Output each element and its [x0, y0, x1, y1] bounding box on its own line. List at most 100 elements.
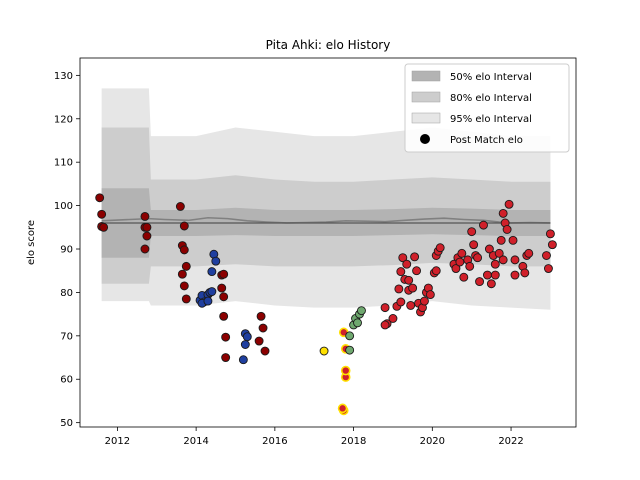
y-tick-label: 60	[60, 375, 73, 386]
x-tick-label: 2018	[341, 436, 366, 447]
post-match-points	[95, 193, 557, 416]
elo-point	[254, 336, 264, 346]
legend-label: 95% elo Interval	[450, 114, 532, 125]
median-elo-line	[101, 216, 551, 224]
elo-point	[520, 268, 530, 278]
elo-point	[419, 296, 429, 306]
elo-point	[380, 320, 390, 330]
elo-point	[221, 332, 231, 342]
elo-point	[510, 255, 520, 265]
elo-point	[240, 340, 250, 349]
elo-point	[465, 261, 475, 271]
x-tick-label: 2012	[105, 436, 130, 447]
elo-point	[142, 222, 152, 232]
elo-point	[97, 209, 107, 219]
elo-point	[95, 193, 105, 203]
elo-point	[545, 229, 555, 239]
elo-point	[140, 244, 150, 254]
y-tick-label: 130	[54, 71, 73, 82]
x-tick-label: 2014	[183, 436, 208, 447]
elo-point	[494, 248, 504, 258]
y-tick-label: 50	[60, 418, 73, 429]
elo-point	[473, 253, 483, 263]
legend-swatch	[411, 91, 441, 103]
elo-point	[217, 283, 227, 293]
elo-point	[345, 331, 355, 341]
elo-point	[219, 311, 229, 321]
elo-point	[357, 306, 366, 316]
elo-point	[398, 253, 408, 263]
y-tick-label: 120	[54, 114, 73, 125]
elo-point	[258, 323, 268, 333]
elo-point	[435, 243, 445, 253]
elo-point	[99, 222, 109, 232]
legend-swatch	[411, 70, 441, 82]
y-tick-label: 110	[54, 158, 73, 169]
legend: 50% elo Interval 80% elo Interval 95% elo …	[404, 63, 570, 153]
elo-point	[508, 235, 518, 245]
elo-point	[207, 287, 217, 297]
elo-point	[256, 311, 266, 321]
x-tick-label: 2020	[420, 436, 445, 447]
elo-point	[179, 221, 189, 231]
elo-point	[319, 346, 329, 356]
elo-point	[211, 256, 221, 266]
elo-point	[425, 290, 435, 300]
elo-point	[451, 264, 461, 273]
elo-point	[219, 269, 229, 279]
y-tick-label: 70	[60, 331, 73, 342]
elo-point	[203, 296, 213, 306]
elo-point	[402, 259, 412, 269]
elo-point	[498, 208, 508, 218]
elo-point	[490, 270, 500, 280]
y-tick-label: 80	[60, 288, 73, 299]
elo-point	[396, 297, 406, 307]
elo-point	[260, 346, 270, 356]
elo-point	[242, 332, 252, 342]
elo-point	[142, 231, 152, 241]
elo-point	[524, 248, 534, 258]
y-axis: 50 60 70 80 90 100 110 120 130	[54, 71, 80, 429]
elo-point	[177, 269, 187, 279]
elo-point	[467, 227, 477, 237]
elo-point	[457, 248, 467, 258]
y-axis-label: elo score	[26, 220, 37, 265]
elo-point	[345, 345, 355, 355]
legend-swatch	[411, 112, 441, 124]
elo-point	[181, 261, 191, 271]
elo-point	[380, 303, 390, 313]
elo-point	[542, 251, 551, 260]
elo-point	[455, 257, 465, 267]
x-axis: 2012 2014 2016 2018 2020 2022	[105, 427, 524, 447]
elo-point	[340, 365, 351, 376]
elo-point	[337, 403, 348, 414]
elo-point	[396, 267, 406, 277]
elo-point	[221, 353, 231, 362]
elo-point	[502, 225, 512, 234]
elo-point	[543, 264, 553, 273]
elo-point	[547, 240, 557, 250]
elo-point	[504, 199, 514, 209]
elo-point	[510, 270, 520, 280]
elo-point	[388, 314, 398, 323]
elo-point	[181, 294, 191, 304]
legend-label: 50% elo Interval	[450, 72, 532, 83]
legend-label: Post Match elo	[450, 135, 523, 146]
elo-point	[175, 202, 185, 211]
elo-point	[410, 252, 420, 262]
elo-point	[469, 240, 479, 250]
elo-point	[406, 300, 416, 310]
elo-point	[394, 284, 404, 294]
legend-box	[404, 63, 570, 153]
elo-point	[219, 292, 229, 302]
elo-point	[179, 245, 189, 255]
legend-marker	[420, 134, 430, 144]
elo-point	[482, 270, 492, 280]
chart-title: Pita Ahki: elo History	[266, 38, 391, 52]
elo-point	[207, 267, 217, 277]
elo-point	[486, 279, 496, 289]
elo-point	[475, 277, 485, 287]
elo-point	[490, 259, 500, 269]
elo-point	[479, 220, 488, 230]
